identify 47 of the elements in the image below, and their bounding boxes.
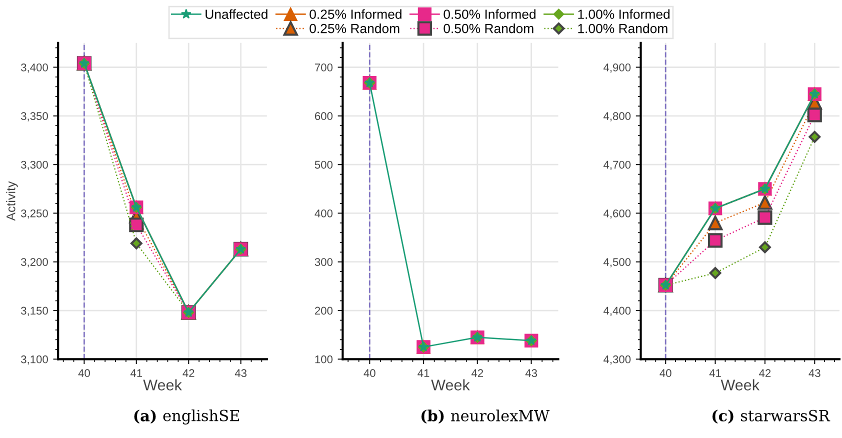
text: (a) englishSE [134, 409, 240, 424]
y-tick-label: 4,600 [603, 209, 631, 219]
x-axis-title: Week [143, 379, 182, 390]
x-tick-label: 41 [709, 369, 721, 377]
legend-label: 0.50% Random [444, 24, 534, 34]
x-tick-label: 42 [471, 369, 484, 377]
x-axis-title: Week [431, 379, 470, 390]
y-tick-label: 300 [314, 258, 333, 266]
x-tick-label: 42 [182, 369, 194, 377]
x-tick-label: 42 [759, 369, 771, 377]
y-tick-label: 3,100 [20, 355, 48, 365]
y-tick-label: 4,900 [603, 64, 631, 73]
y-tick-label: 3,400 [20, 64, 48, 73]
x-axis-title: Week [720, 379, 760, 390]
y-tick-label: 4,800 [603, 112, 631, 122]
y-tick-label: 4,300 [603, 355, 631, 365]
x-tick-label: 41 [130, 369, 142, 377]
y-tick-label: 400 [314, 209, 333, 218]
y-tick-label: 3,200 [20, 258, 48, 268]
legend-label: 0.25% Random [310, 24, 400, 34]
y-tick-label: 100 [315, 355, 333, 364]
x-tick-label: 40 [364, 369, 376, 378]
y-tick-label: 600 [315, 112, 333, 120]
x-tick-label: 40 [78, 369, 90, 378]
y-axis-title: Activity [6, 181, 18, 221]
x-tick-label: 43 [234, 369, 247, 378]
x-tick-label: 40 [660, 369, 672, 378]
y-tick-label: 200 [314, 306, 333, 315]
text: (b) neurolexMW [421, 410, 550, 424]
y-tick-label: 4,700 [603, 160, 631, 170]
legend-label: 1.00% Random [578, 24, 668, 34]
x-tick-label: 43 [808, 369, 820, 378]
x-tick-label: 41 [418, 369, 430, 377]
legend-label: 1.00% Informed [578, 9, 670, 19]
y-tick-label: 500 [314, 160, 333, 169]
y-tick-label: 4,500 [603, 258, 631, 268]
x-tick-label: 43 [525, 369, 537, 378]
legend-label: 0.25% Informed [310, 9, 402, 19]
y-tick-label: 700 [315, 64, 333, 72]
y-tick-label: 3,350 [20, 112, 48, 122]
legend-label: 0.50% Informed [444, 9, 536, 19]
y-tick-label: 3,250 [20, 209, 48, 219]
y-tick-label: 3,300 [20, 160, 48, 170]
y-tick-label: 3,150 [20, 306, 48, 316]
legend-label: Unaffected [206, 9, 268, 19]
y-tick-label: 4,400 [603, 306, 631, 316]
text: (c) starwarsSR [712, 410, 830, 424]
